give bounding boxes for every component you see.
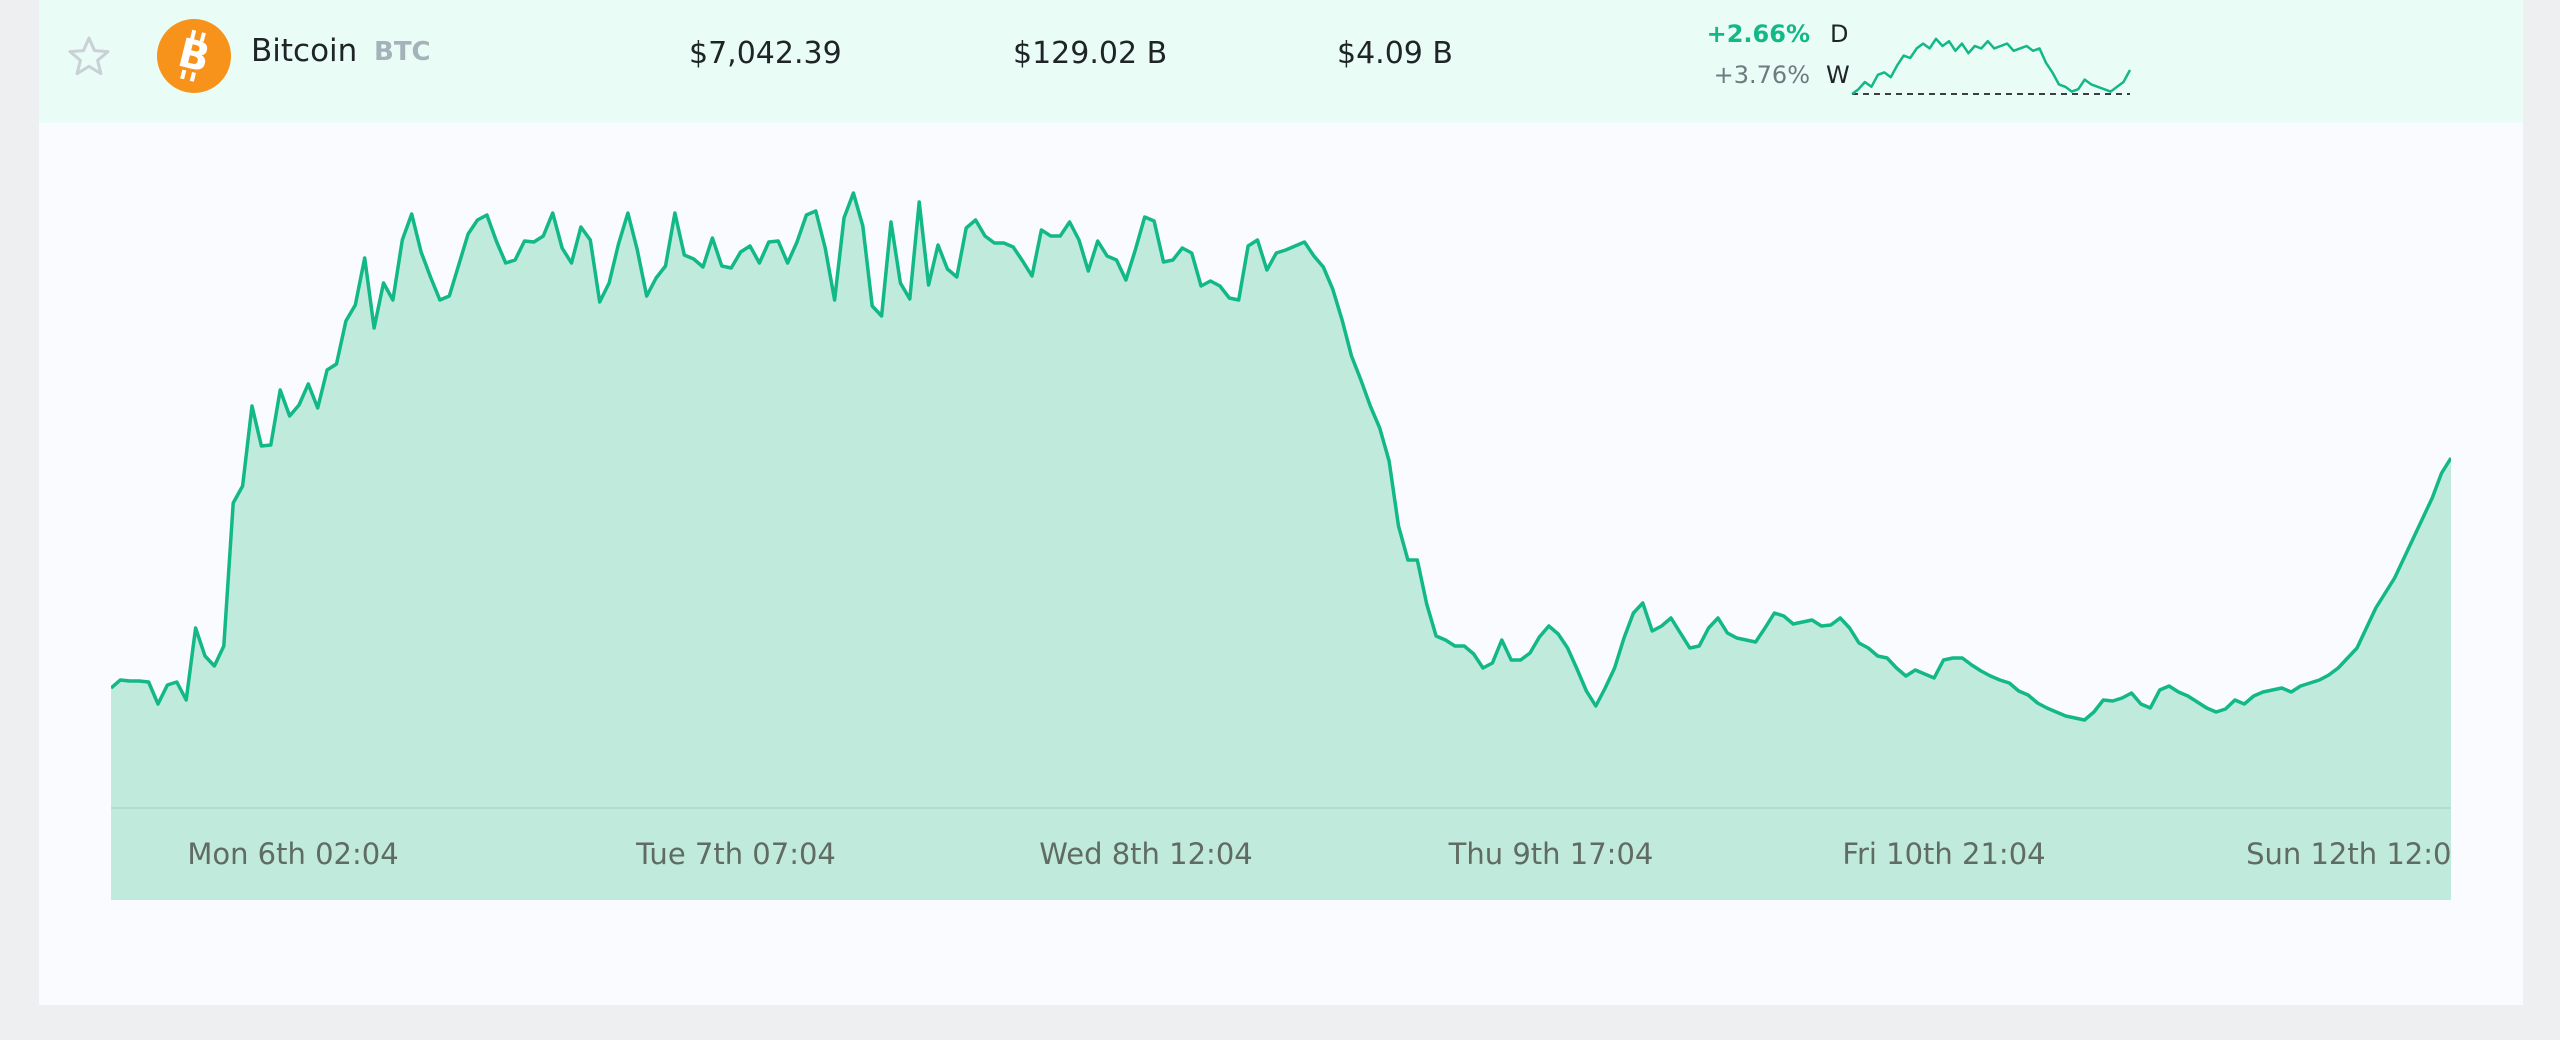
favorite-star-icon[interactable] [65,33,113,81]
x-tick-label: Sun 12th 12:04 [2246,837,2451,871]
change-day-label: D [1830,20,1849,48]
asset-name[interactable]: Bitcoin [251,33,358,69]
asset-ticker: BTC [374,37,431,67]
x-tick-label: Thu 9th 17:04 [1448,837,1654,871]
chart-line [111,191,2451,722]
x-tick-label: Fri 10th 21:04 [1842,837,2045,871]
x-tick-label: Wed 8th 12:04 [1039,837,1252,871]
x-tick-label: Tue 7th 07:04 [635,837,836,871]
x-axis-band [111,808,2451,900]
price-chart[interactable]: Mon 6th 02:04 Tue 7th 07:04 Wed 8th 12:04 T… [111,140,2451,900]
asset-row[interactable]: B Bitcoin BTC $7,042.39 $129.02 B $4.09 … [39,0,2523,123]
chart-area-fill [111,193,2451,808]
bitcoin-icon: B [157,19,231,93]
asset-market-cap: $129.02 B [1013,36,1168,71]
sparkline-line [1851,37,2132,96]
change-day-value: +2.66% [1706,20,1810,48]
asset-price: $7,042.39 [689,36,842,71]
asset-card: B Bitcoin BTC $7,042.39 $129.02 B $4.09 … [39,0,2523,1005]
change-week-label: W [1826,61,1850,89]
asset-volume: $4.09 B [1337,36,1454,71]
x-axis-ticks: Mon 6th 02:04 Tue 7th 07:04 Wed 8th 12:04 T… [187,837,2451,871]
x-tick-label: Mon 6th 02:04 [187,837,398,871]
week-sparkline [1851,37,2132,96]
change-week-value: +3.76% [1713,61,1810,89]
